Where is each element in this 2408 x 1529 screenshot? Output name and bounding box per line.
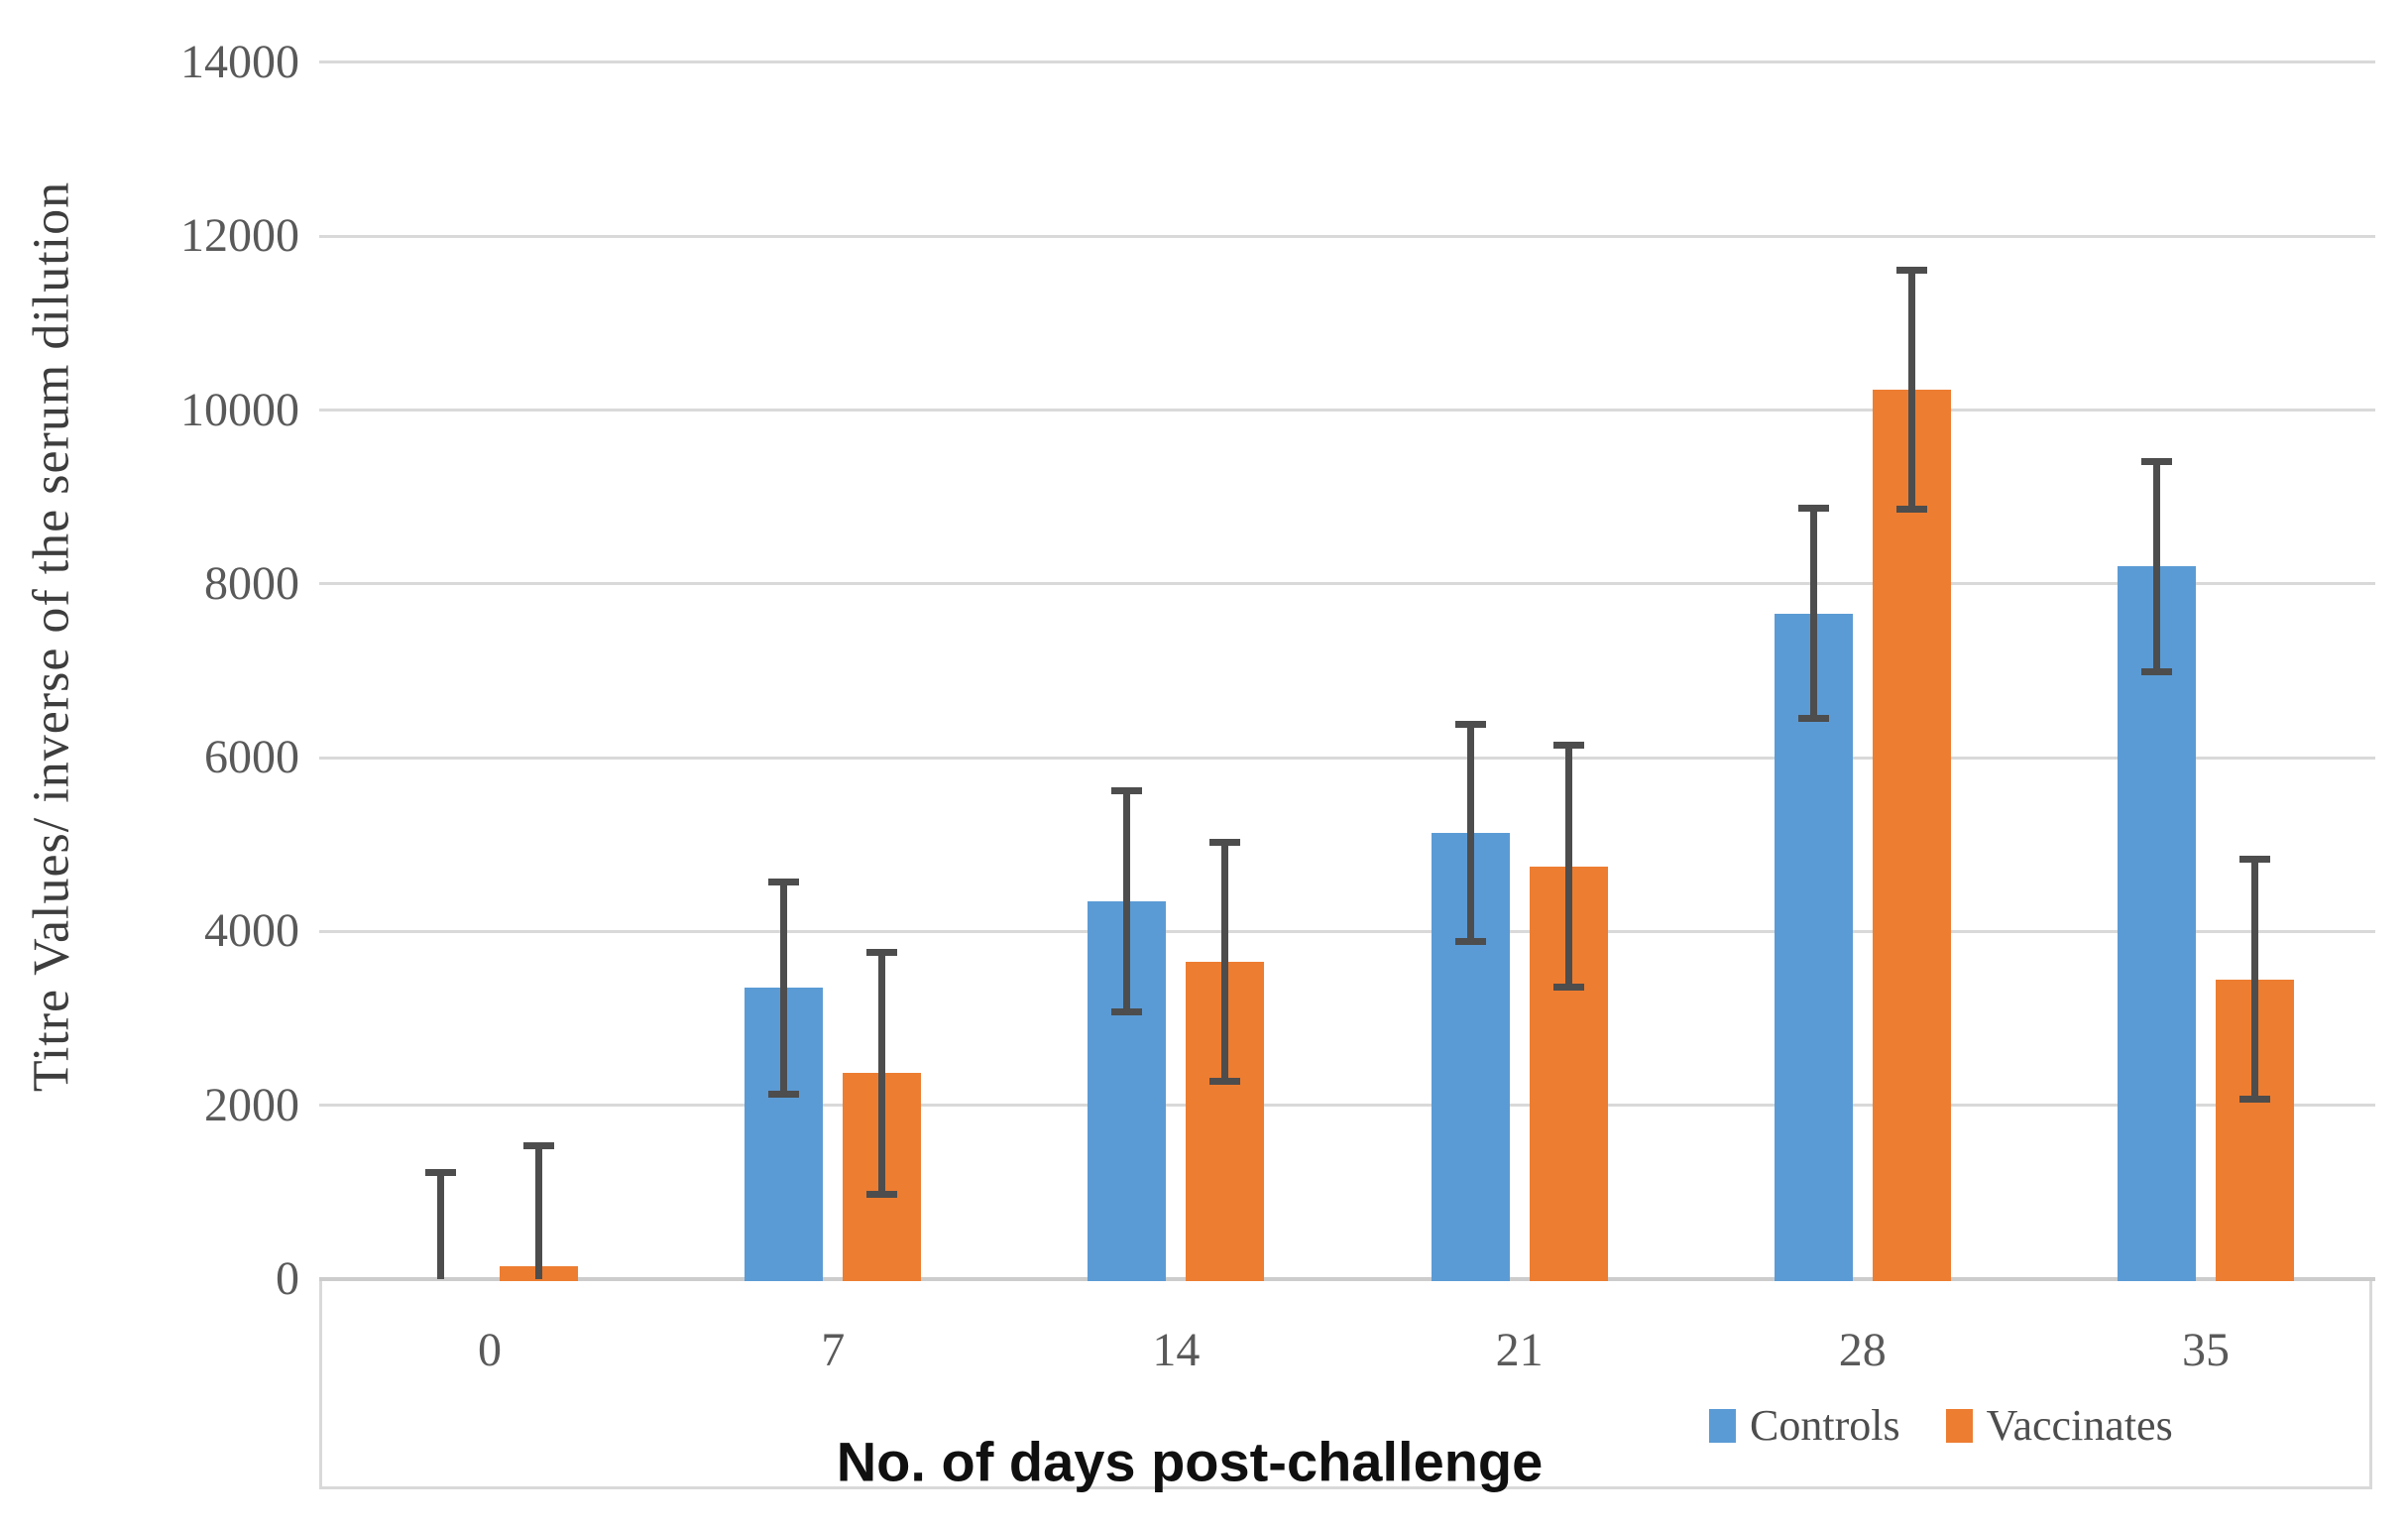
gridline-12000: [319, 234, 2375, 238]
legend-label-controls: Controls: [1750, 1401, 1900, 1450]
legend-swatch-vaccinates-icon: [1945, 1409, 1973, 1443]
y-tick-0: 0: [276, 1252, 299, 1305]
error-bar-controls-14-bottom-cap: [1111, 1007, 1143, 1015]
bar-vaccinates-28: [1872, 390, 1951, 1281]
y-tick-14000: 14000: [180, 35, 299, 88]
error-bar-controls-14: [1123, 789, 1131, 1012]
error-bar-vaccinates-35-top-cap: [2239, 855, 2270, 863]
x-label-35: 35: [2182, 1324, 2230, 1376]
y-tick-6000: 6000: [204, 731, 299, 784]
category-area-border: [319, 1279, 2372, 1489]
error-bar-vaccinates-21-top-cap: [1552, 741, 1584, 749]
error-bar-controls-21-top-cap: [1454, 721, 1486, 729]
error-bar-controls-21-bottom-cap: [1454, 938, 1486, 946]
error-bar-vaccinates-21: [1564, 744, 1572, 989]
legend-label-vaccinates: Vaccinates: [1986, 1401, 2173, 1450]
error-bar-controls-28-top-cap: [1797, 505, 1829, 513]
error-bar-vaccinates-14-bottom-cap: [1209, 1078, 1241, 1086]
error-bar-controls-28-bottom-cap: [1797, 715, 1829, 723]
y-tick-12000: 12000: [180, 209, 299, 263]
error-bar-controls-7: [780, 881, 788, 1096]
error-bar-controls-21: [1466, 724, 1474, 943]
error-bar-controls-35: [2153, 460, 2160, 672]
error-bar-controls-35-bottom-cap: [2141, 667, 2172, 675]
x-axis-line: [319, 1277, 2375, 1281]
x-axis-title: No. of days post-challenge: [836, 1430, 1544, 1493]
error-bar-controls-7-top-cap: [768, 878, 800, 885]
error-bar-vaccinates-35-bottom-cap: [2239, 1096, 2270, 1104]
gridline-4000: [319, 929, 2375, 933]
legend: Controls Vaccinates: [1709, 1404, 2173, 1448]
y-tick-4000: 4000: [204, 904, 299, 958]
error-bar-vaccinates-7-top-cap: [866, 948, 898, 956]
error-bar-controls-28: [1809, 508, 1817, 720]
error-bar-controls-35-top-cap: [2141, 457, 2172, 465]
error-bar-vaccinates-0-top-cap: [523, 1142, 554, 1150]
legend-swatch-controls-icon: [1709, 1409, 1736, 1443]
error-bar-vaccinates-14-top-cap: [1209, 839, 1241, 847]
x-label-28: 28: [1838, 1324, 1887, 1376]
error-bar-controls-7-bottom-cap: [768, 1091, 800, 1099]
gridline-8000: [319, 582, 2375, 586]
gridline-14000: [319, 60, 2375, 64]
error-bar-vaccinates-21-bottom-cap: [1552, 984, 1584, 992]
error-bar-vaccinates-0: [535, 1145, 542, 1279]
error-bar-vaccinates-7: [878, 951, 886, 1195]
gridline-6000: [319, 756, 2375, 760]
bar-controls-28: [1774, 613, 1853, 1281]
error-bar-vaccinates-7-bottom-cap: [866, 1190, 898, 1198]
error-bar-vaccinates-28-top-cap: [1895, 267, 1927, 275]
error-bar-controls-0: [437, 1172, 444, 1279]
gridline-10000: [319, 409, 2375, 412]
x-label-7: 7: [821, 1324, 846, 1376]
y-tick-2000: 2000: [204, 1078, 299, 1131]
y-tick-8000: 8000: [204, 556, 299, 610]
x-label-21: 21: [1495, 1324, 1544, 1376]
bar-controls-35: [2118, 566, 2196, 1281]
error-bar-vaccinates-28: [1907, 270, 1915, 511]
y-tick-10000: 10000: [180, 383, 299, 436]
x-label-14: 14: [1152, 1324, 1201, 1376]
gridline-2000: [319, 1104, 2375, 1108]
error-bar-vaccinates-28-bottom-cap: [1895, 506, 1927, 514]
x-label-0: 0: [478, 1324, 502, 1376]
error-bar-controls-0-top-cap: [425, 1169, 456, 1177]
error-bar-vaccinates-35: [2251, 858, 2258, 1101]
error-bar-vaccinates-14: [1221, 842, 1229, 1083]
error-bar-controls-14-top-cap: [1111, 786, 1143, 794]
